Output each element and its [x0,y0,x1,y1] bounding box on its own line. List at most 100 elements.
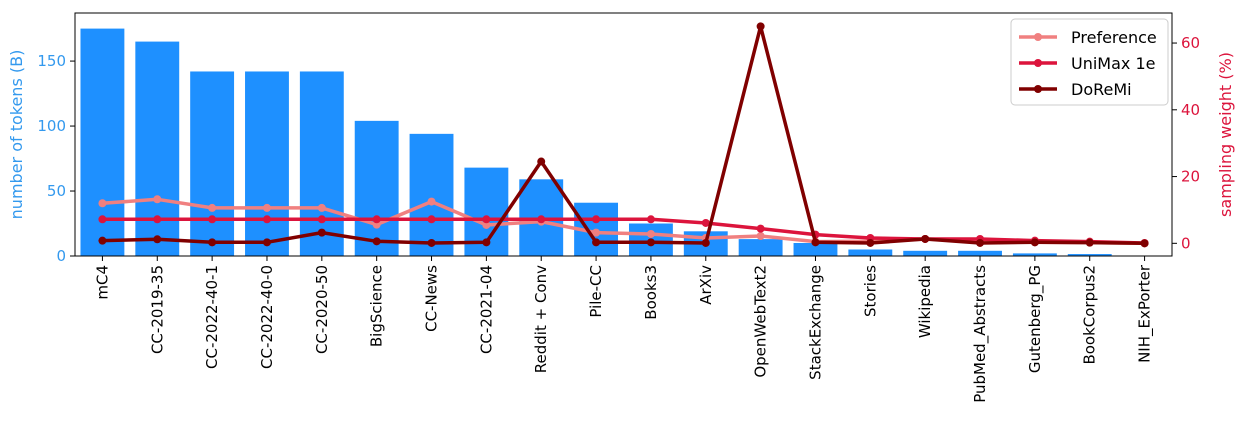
bar-cc-2022-40-1 [190,71,235,256]
left-tick-label: 50 [47,182,66,200]
plot-frame [74,12,1173,257]
series-point [482,238,491,247]
bar-bigscience [354,120,399,256]
series-point [262,215,271,224]
x-tick-label: Wikipedia [916,265,934,338]
x-tick-label: CC-2020-50 [313,265,331,354]
series-point [592,228,601,237]
x-tick-label: OpenWebText2 [752,265,770,378]
x-tick-label: Pile-CC [587,265,605,318]
legend-label: Preference [1071,28,1157,47]
legend-marker [1034,85,1042,93]
x-tick-label: Reddit + Conv [532,265,550,373]
bar-wikipedia [903,250,948,256]
series-doremi [98,22,1149,248]
series-point [976,238,985,247]
series-point [427,197,436,206]
bar-gutenberg-pg [1012,253,1057,256]
right-y-axis-label: sampling weight (%) [1216,52,1235,217]
series-point [372,215,381,224]
x-tick-label: ArXiv [697,265,715,305]
series-point [317,228,326,237]
bar-cc-2019-35 [135,41,180,257]
right-tick-label: 20 [1181,168,1200,186]
x-tick-label: CC-2019-35 [148,265,166,354]
bar-stackexchange [793,243,838,256]
x-tick-label: Stories [861,265,879,317]
bar-openwebtext2 [738,239,783,256]
bar-cc-2022-40-0 [245,71,289,256]
x-tick-label: StackExchange [807,265,825,380]
x-tick-label: mC4 [93,265,111,300]
series-point [98,215,107,224]
series-line [102,24,1145,246]
series-point [262,203,271,212]
series-point [427,238,436,247]
series-point [866,238,875,247]
x-tick-label: CC-2022-40-0 [258,265,276,369]
series-point [482,220,491,229]
series-point [646,238,655,247]
bar-pubmed-abstracts [958,250,1002,256]
series-point [537,157,546,166]
series-point [153,215,162,224]
series-point [98,236,107,245]
x-tick-label: CC-News [423,265,441,332]
series-point [646,229,655,238]
series-point [756,22,765,31]
series-line [102,217,1145,245]
bars-layer [80,28,1167,257]
right-tick-label: 60 [1181,34,1200,52]
left-y-axis-label: number of tokens (B) [7,50,26,220]
x-tick-label: NIH_ExPorter [1136,264,1155,363]
x-tick-label: CC-2021-04 [477,265,495,354]
series-point [756,224,765,233]
series-point [208,215,217,224]
left-y-axis: 0 50 100 150 [37,52,75,265]
series-point [98,199,107,208]
series-point [701,218,710,227]
series-point [153,235,162,244]
series-point [756,231,765,240]
legend-label: DoReMi [1071,80,1132,99]
legend-item-doremi: DoReMi [1019,80,1132,99]
bar-stories [848,249,893,256]
legend-label: UniMax 1e [1071,54,1155,73]
legend-marker [1034,33,1042,41]
legend-box [1010,18,1169,106]
x-tick-label: BookCorpus2 [1081,265,1099,365]
left-tick-label: 150 [37,52,66,70]
series-point [427,215,436,224]
lines-layer [98,22,1149,248]
series-point [317,215,326,224]
series-point [372,237,381,246]
series-point [701,238,710,247]
series-point [208,203,217,212]
bar-cc-news [409,133,454,256]
legend-item-unimax-1e: UniMax 1e [1019,54,1155,73]
series-point [646,215,655,224]
x-tick-label: Books3 [642,265,660,320]
series-point [262,238,271,247]
x-tick-label: CC-2022-40-1 [203,265,221,369]
legend-marker [1034,59,1042,67]
series-point [317,203,326,212]
x-tick-label: BigScience [368,265,386,347]
x-tick-label: Gutenberg_PG [1026,265,1045,373]
x-axis: mC4 CC-2019-35 CC-2022-40-1 CC-2022-40-0 CC-… [93,256,1155,403]
left-tick-label: 0 [56,247,66,265]
legend: Preference UniMax 1e DoReMi [1010,18,1169,106]
right-tick-label: 0 [1181,234,1191,252]
right-y-axis: 0 20 40 60 [1172,34,1200,252]
right-tick-label: 40 [1181,101,1200,119]
x-tick-label: PubMed_Abstracts [971,265,990,403]
series-point [921,234,930,243]
left-tick-label: 100 [37,117,66,135]
series-point [482,215,491,224]
series-point [1140,239,1149,248]
series-point [811,238,820,247]
series-point [592,215,601,224]
series-point [1030,238,1039,247]
bar-cc-2020-50 [299,71,344,256]
